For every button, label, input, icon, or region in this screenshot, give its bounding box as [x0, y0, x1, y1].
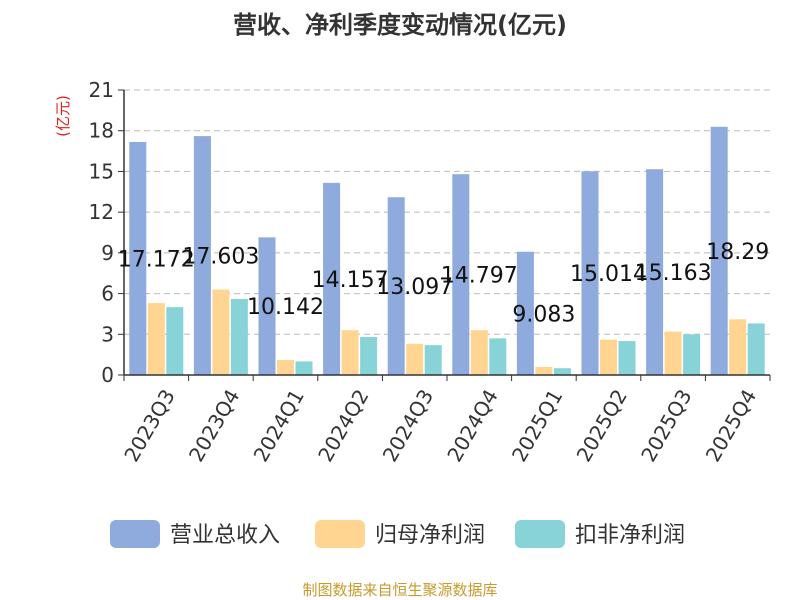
- data-label: 9.083: [512, 302, 575, 327]
- x-tick-label: 2024Q3: [378, 385, 438, 466]
- bar: [516, 251, 534, 375]
- y-tick-label: 9: [101, 241, 114, 265]
- legend-swatch: [315, 520, 365, 548]
- grid-lines: [124, 89, 770, 335]
- bar: [747, 323, 765, 375]
- y-tick-label: 15: [89, 159, 114, 183]
- bar: [323, 182, 341, 375]
- bar: [470, 330, 488, 375]
- x-tick-label: 2025Q4: [701, 385, 761, 466]
- bars-layer: [129, 126, 765, 376]
- data-label: 10.142: [247, 295, 324, 320]
- bar: [553, 368, 571, 375]
- bar: [424, 345, 442, 375]
- legend-label: 扣非净利润: [575, 523, 685, 548]
- bar: [341, 330, 359, 375]
- bar: [212, 289, 230, 375]
- y-tick-label: 21: [89, 78, 114, 102]
- bar: [277, 360, 294, 375]
- data-label: 17.172: [118, 247, 195, 272]
- y-tick-label: 0: [101, 363, 114, 387]
- bar: [193, 136, 211, 375]
- bar: [729, 319, 747, 375]
- bar: [683, 334, 701, 375]
- data-label: 17.603: [182, 245, 259, 270]
- chart-title: 营收、净利季度变动情况(亿元): [233, 11, 567, 39]
- data-label: 18.29: [706, 240, 769, 265]
- bar: [618, 341, 636, 375]
- legend-swatch: [110, 520, 160, 548]
- bar: [360, 337, 378, 375]
- bar: [535, 366, 553, 375]
- data-label: 13.097: [376, 275, 453, 300]
- bar: [387, 197, 405, 375]
- y-tick-label: 12: [89, 200, 114, 224]
- bar: [581, 171, 599, 375]
- bar: [452, 174, 470, 375]
- x-tick-label: 2025Q2: [572, 385, 632, 466]
- y-axis-label: (亿元): [54, 95, 72, 137]
- bar: [710, 126, 728, 376]
- data-label: 15.163: [635, 261, 712, 286]
- bar: [600, 339, 617, 375]
- x-tick-label: 2024Q4: [442, 385, 502, 466]
- data-source-note: 制图数据来自恒生聚源数据库: [302, 581, 497, 599]
- bar: [230, 299, 248, 375]
- data-label: 14.157: [312, 268, 389, 293]
- bar: [664, 331, 682, 375]
- bar: [129, 141, 147, 375]
- y-tick-label: 3: [101, 322, 114, 346]
- legend: 营业总收入 归母净利润 扣非净利润: [110, 520, 685, 548]
- x-tick-label: 2023Q4: [184, 385, 244, 466]
- bar: [147, 303, 165, 375]
- x-tick-label: 2024Q2: [313, 385, 373, 466]
- y-tick-label: 6: [101, 282, 114, 306]
- bar: [295, 361, 313, 375]
- x-tick-label: 2024Q1: [249, 385, 309, 466]
- bar: [489, 338, 507, 375]
- bar: [166, 307, 184, 375]
- x-tick-label: 2025Q3: [636, 385, 696, 466]
- data-label: 15.014: [570, 262, 647, 287]
- y-tick-label: 18: [89, 119, 114, 143]
- bar: [406, 343, 424, 375]
- x-tick-label: 2023Q3: [119, 385, 179, 466]
- bar: [646, 169, 664, 375]
- bar: [258, 237, 276, 375]
- legend-label: 营业总收入: [170, 523, 280, 548]
- data-label: 14.797: [441, 264, 518, 289]
- legend-label: 归母净利润: [375, 523, 485, 548]
- legend-swatch: [515, 520, 565, 548]
- x-tick-label: 2025Q1: [507, 385, 567, 466]
